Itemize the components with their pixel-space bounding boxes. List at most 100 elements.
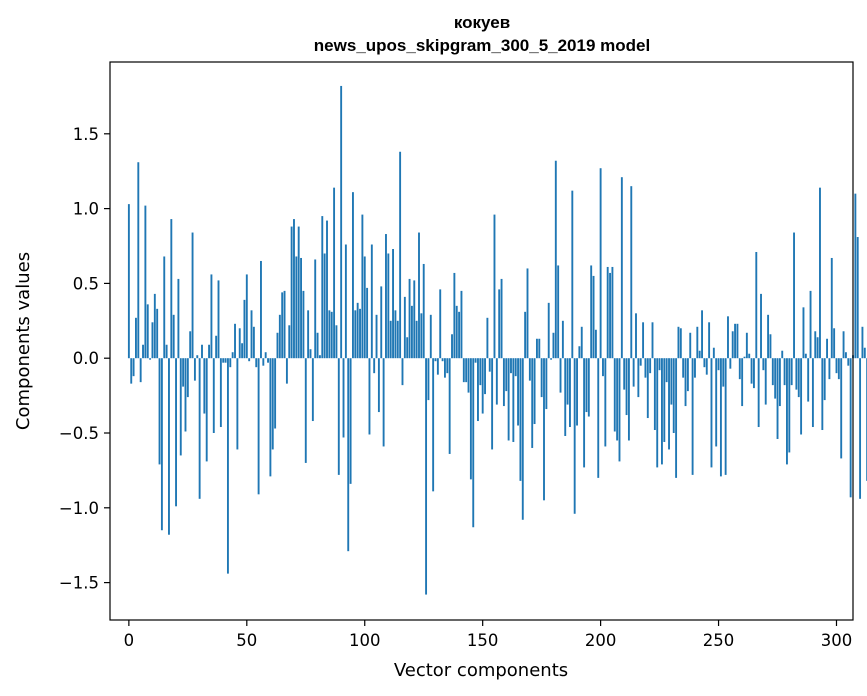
bar-248 bbox=[712, 347, 715, 359]
bar-226 bbox=[661, 358, 663, 465]
bar-135 bbox=[446, 358, 449, 374]
y-axis-ticks: −1.5 −1.0 −0.5 0.0 0.5 1.0 1.5 bbox=[59, 125, 110, 593]
bar-305 bbox=[847, 358, 850, 366]
bar-55 bbox=[257, 358, 260, 495]
bar-171 bbox=[531, 358, 534, 448]
x-axis-ticks: 0 50 100 150 200 250 300 bbox=[124, 620, 852, 650]
bar-103 bbox=[370, 244, 373, 359]
bar-121 bbox=[413, 280, 416, 359]
bar-240 bbox=[694, 358, 696, 378]
bar-203 bbox=[606, 266, 609, 359]
bar-222 bbox=[651, 322, 654, 359]
bar-35 bbox=[210, 274, 213, 359]
x-axis-label: Vector components bbox=[394, 660, 568, 681]
bar-206 bbox=[613, 358, 616, 432]
bar-162 bbox=[510, 358, 512, 374]
bar-169 bbox=[526, 268, 529, 359]
bar-62 bbox=[274, 358, 277, 429]
bar-272 bbox=[769, 334, 772, 359]
bar-237 bbox=[686, 358, 689, 392]
bar-192 bbox=[580, 326, 583, 359]
bar-301 bbox=[837, 358, 840, 380]
bar-179 bbox=[550, 358, 553, 360]
bar-306 bbox=[849, 358, 852, 498]
chart-title-line2: news_upos_skipgram_300_5_2019 model bbox=[314, 36, 650, 55]
bar-18 bbox=[170, 219, 173, 359]
bar-291 bbox=[814, 331, 817, 359]
bar-118 bbox=[406, 337, 409, 359]
bar-295 bbox=[823, 358, 826, 401]
bar-25 bbox=[186, 358, 189, 398]
bar-36 bbox=[212, 358, 215, 433]
bar-89 bbox=[337, 358, 340, 475]
bar-205 bbox=[611, 266, 614, 359]
bar-224 bbox=[656, 358, 659, 468]
bar-213 bbox=[630, 186, 633, 359]
bar-16 bbox=[165, 344, 168, 359]
bar-2 bbox=[132, 358, 135, 377]
bar-200 bbox=[599, 168, 602, 359]
bar-185 bbox=[564, 358, 567, 436]
bar-33 bbox=[205, 358, 208, 462]
bar-254 bbox=[727, 316, 729, 359]
bar-215 bbox=[635, 313, 637, 359]
bar-37 bbox=[215, 335, 218, 359]
bar-263 bbox=[748, 353, 751, 359]
bar-243 bbox=[701, 310, 703, 359]
bar-110 bbox=[387, 253, 390, 359]
bar-198 bbox=[594, 329, 597, 359]
bar-115 bbox=[399, 151, 402, 359]
bar-131 bbox=[436, 358, 439, 375]
bar-50 bbox=[245, 274, 248, 359]
bar-214 bbox=[632, 358, 635, 387]
bar-129 bbox=[432, 358, 435, 492]
bar-57 bbox=[262, 358, 265, 366]
bar-60 bbox=[269, 358, 272, 477]
bar-149 bbox=[479, 358, 482, 386]
bar-128 bbox=[429, 314, 432, 359]
bar-251 bbox=[719, 358, 722, 477]
bar-191 bbox=[578, 346, 581, 359]
bar-265 bbox=[752, 358, 755, 389]
bar-275 bbox=[776, 358, 779, 439]
bar-137 bbox=[451, 334, 453, 359]
bar-211 bbox=[625, 358, 628, 416]
bar-107 bbox=[380, 286, 383, 359]
bar-66 bbox=[283, 290, 286, 359]
bar-105 bbox=[375, 314, 378, 359]
bar-93 bbox=[347, 358, 350, 552]
bar-217 bbox=[639, 358, 642, 366]
bar-244 bbox=[703, 358, 706, 368]
bar-141 bbox=[460, 290, 463, 359]
bar-145 bbox=[469, 358, 472, 480]
bar-92 bbox=[344, 244, 347, 359]
bar-54 bbox=[255, 358, 258, 368]
bar-138 bbox=[453, 272, 456, 359]
bar-232 bbox=[675, 358, 678, 478]
bar-193 bbox=[583, 358, 586, 468]
bar-59 bbox=[267, 358, 269, 363]
bar-262 bbox=[745, 332, 748, 359]
bar-219 bbox=[644, 358, 647, 378]
bar-77 bbox=[309, 349, 312, 359]
bar-255 bbox=[729, 358, 732, 369]
bar-46 bbox=[236, 358, 239, 450]
bar-114 bbox=[396, 320, 399, 359]
bar-289 bbox=[809, 290, 812, 359]
bar-133 bbox=[441, 358, 444, 362]
bar-143 bbox=[465, 358, 468, 383]
bar-8 bbox=[146, 304, 149, 359]
bar-278 bbox=[783, 358, 786, 386]
bar-20 bbox=[175, 358, 177, 507]
bar-122 bbox=[415, 320, 418, 359]
bar-290 bbox=[811, 358, 814, 428]
bar-184 bbox=[561, 320, 564, 359]
bar-158 bbox=[500, 278, 503, 359]
bar-13 bbox=[158, 358, 161, 465]
bar-151 bbox=[484, 358, 486, 395]
bar-90 bbox=[340, 85, 343, 359]
bar-123 bbox=[418, 232, 420, 359]
bar-303 bbox=[842, 331, 845, 359]
bar-95 bbox=[352, 192, 354, 359]
bar-212 bbox=[627, 358, 630, 441]
